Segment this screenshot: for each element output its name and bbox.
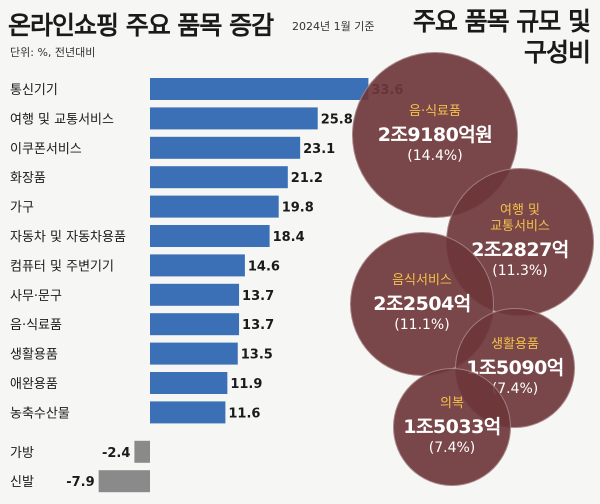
bar (150, 195, 279, 218)
category-label: 가구 (10, 201, 34, 216)
value-label: 25.8 (321, 112, 353, 127)
category-label: 이쿠폰서비스 (10, 142, 82, 157)
bar (150, 225, 270, 247)
value-label: 13.7 (242, 318, 274, 333)
date-note: 2024년 1월 기준 (292, 20, 375, 33)
chart-title: 온라인쇼핑 주요 품목 증감 (8, 11, 274, 40)
bar (150, 136, 301, 159)
bar (150, 283, 240, 306)
value-label: 21.2 (291, 171, 323, 186)
category-label: 애완용품 (10, 377, 58, 392)
value-label: 11.6 (228, 406, 260, 421)
bar (150, 254, 245, 277)
category-label: 자동차 및 자동차용품 (10, 230, 126, 245)
category-label: 통신기기 (10, 83, 58, 98)
side-panel-title: 주요 품목 규모 및 구성비 (400, 6, 591, 68)
side-title-line1: 주요 품목 규모 및 (412, 7, 591, 36)
value-label: 13.7 (242, 289, 274, 304)
value-label: 14.6 (248, 259, 280, 274)
value-label: 11.9 (230, 377, 262, 392)
bar (150, 107, 318, 130)
value-label: -7.9 (66, 475, 94, 490)
category-label: 신발 (10, 475, 34, 490)
bar (150, 372, 228, 394)
bar (98, 470, 150, 493)
value-label: 33.6 (371, 83, 403, 98)
bar (150, 78, 369, 100)
category-label: 컴퓨터 및 주변기기 (10, 259, 114, 274)
bar (134, 440, 150, 463)
category-label: 농축수산물 (10, 406, 70, 421)
category-label: 사무·문구 (10, 289, 62, 304)
unit-note: 단위: %, 전년대비 (10, 46, 96, 59)
category-label: 음·식료품 (10, 318, 62, 333)
value-label: 13.5 (241, 348, 273, 363)
side-title-line2: 구성비 (523, 38, 591, 67)
category-label: 화장품 (10, 171, 46, 186)
value-label: 18.4 (273, 230, 305, 245)
bar (150, 166, 288, 189)
value-label: -2.4 (102, 446, 130, 461)
category-label: 여행 및 교통서비스 (10, 111, 114, 127)
value-label: 23.1 (303, 142, 335, 157)
category-label: 가방 (10, 446, 34, 461)
value-label: 19.8 (282, 201, 314, 216)
bar (150, 342, 238, 365)
bar (150, 313, 240, 336)
bar (150, 401, 226, 424)
category-label: 생활용품 (10, 348, 58, 363)
